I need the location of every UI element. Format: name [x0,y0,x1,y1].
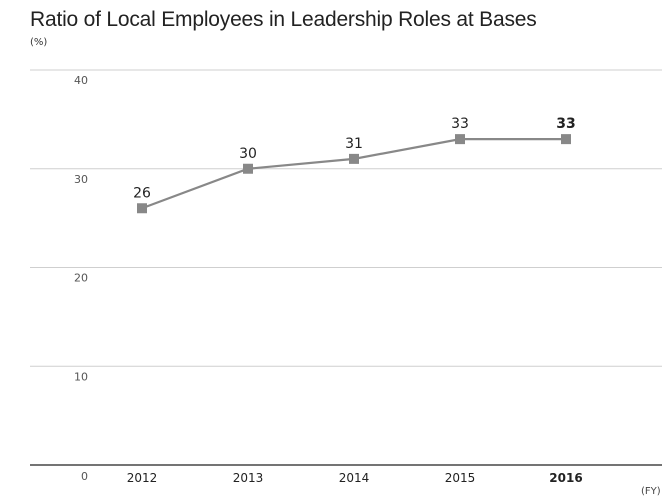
data-point-marker [349,153,359,164]
y-tick-label: 0 [81,470,88,483]
data-label: 26 [133,185,151,201]
data-label: 33 [451,116,469,132]
y-axis-unit: (%) [30,37,48,48]
y-tick-label: 30 [74,173,88,186]
y-tick-label: 10 [74,370,88,383]
data-label: 31 [345,136,363,152]
y-tick-label: 20 [74,272,88,285]
y-tick-label: 40 [74,74,88,87]
x-tick-label: 2014 [339,471,370,485]
x-tick-label: 2012 [127,471,158,485]
data-point-marker [243,163,253,174]
x-tick-label: 2016 [549,471,582,485]
data-label: 33 [556,116,575,132]
x-axis-unit: (FY) [641,486,661,497]
x-tick-label: 2015 [445,471,476,485]
data-point-marker [137,203,147,214]
x-tick-label: 2013 [233,471,264,485]
data-point-marker [455,134,465,145]
chart-title: Ratio of Local Employees in Leadership R… [30,8,537,31]
data-label: 30 [239,146,257,162]
data-point-marker [561,134,571,145]
